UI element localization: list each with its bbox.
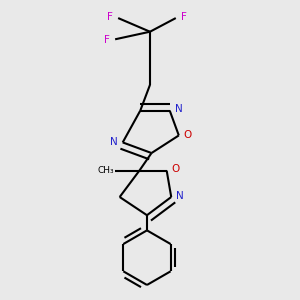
Text: N: N — [110, 137, 118, 147]
Text: CH₃: CH₃ — [98, 166, 114, 175]
Text: N: N — [175, 104, 183, 114]
Text: F: F — [181, 12, 187, 22]
Text: F: F — [107, 12, 112, 22]
Text: O: O — [184, 130, 192, 140]
Text: F: F — [104, 35, 110, 45]
Text: O: O — [171, 164, 179, 174]
Text: N: N — [176, 191, 184, 201]
